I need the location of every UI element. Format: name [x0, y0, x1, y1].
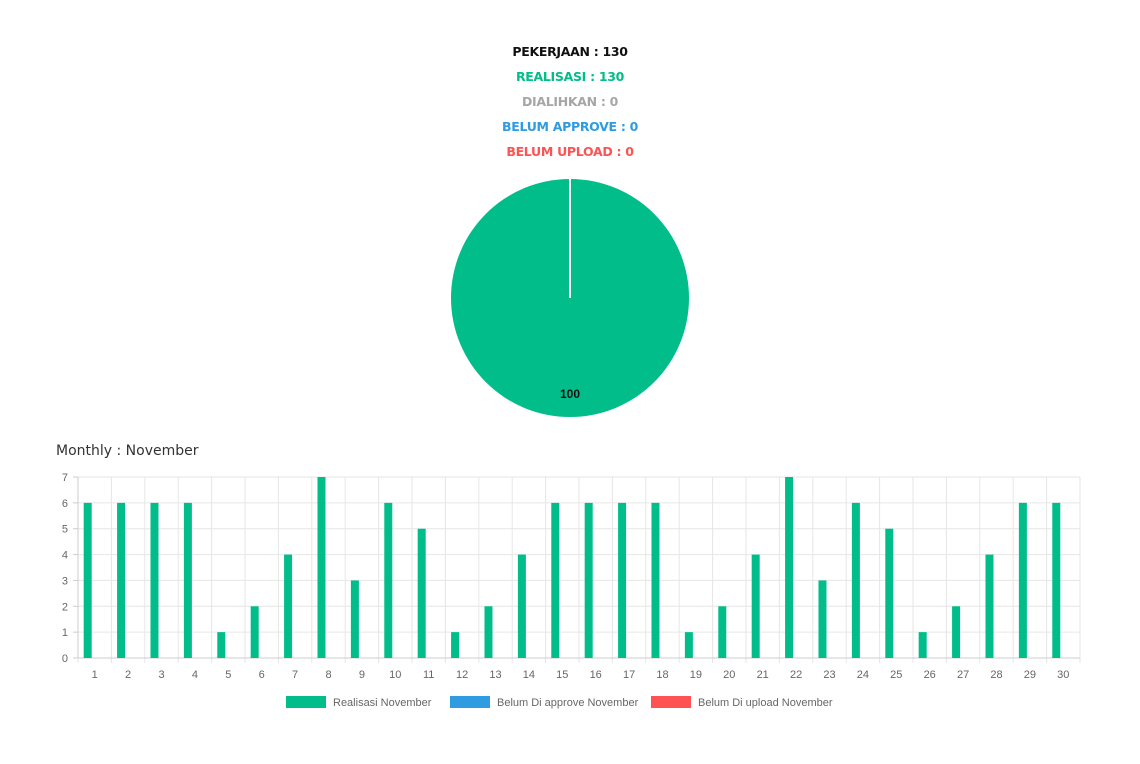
pekerjaan-stat: PEKERJAAN : 130	[512, 44, 628, 59]
bar-realisasi[interactable]	[384, 502, 393, 658]
y-tick-label: 3	[62, 575, 68, 587]
x-tick-label: 23	[823, 669, 835, 681]
x-tick-label: 4	[192, 669, 198, 681]
bar-realisasi[interactable]	[117, 502, 126, 658]
x-tick-label: 25	[890, 669, 902, 681]
x-tick-label: 29	[1024, 669, 1036, 681]
bar-realisasi[interactable]	[150, 502, 159, 658]
x-tick-label: 13	[489, 669, 501, 681]
bar-realisasi[interactable]	[885, 528, 894, 658]
x-tick-label: 16	[590, 669, 602, 681]
legend-label: Realisasi November	[333, 697, 432, 709]
monthly-title: Monthly : November	[56, 443, 199, 459]
x-tick-label: 3	[158, 669, 164, 681]
x-tick-label: 12	[456, 669, 468, 681]
bar-realisasi[interactable]	[551, 502, 560, 658]
x-tick-label: 21	[757, 669, 769, 681]
x-tick-label: 27	[957, 669, 969, 681]
legend-label: Belum Di upload November	[698, 697, 833, 709]
y-tick-label: 7	[62, 472, 68, 484]
x-tick-label: 5	[225, 669, 231, 681]
pie-data-label: 100	[560, 387, 580, 401]
monthly-bar-chart: 0 1 2 3 4 5 6 7 1 2 3 4 5 6 7 8 9 10 11 12 13 14 15 16 17 18 19 20 2…	[40, 466, 1100, 716]
x-tick-label: 10	[389, 669, 401, 681]
y-tick-label: 4	[62, 550, 68, 562]
y-tick-label: 5	[62, 524, 68, 536]
y-tick-label: 1	[62, 627, 68, 639]
legend-item[interactable]: Belum Di approve November	[450, 696, 639, 709]
x-tick-label: 20	[723, 669, 735, 681]
bar-realisasi[interactable]	[250, 606, 259, 658]
bar-realisasi[interactable]	[451, 632, 460, 658]
bar-realisasi[interactable]	[317, 477, 326, 658]
x-tick-label: 17	[623, 669, 635, 681]
x-tick-label: 24	[857, 669, 869, 681]
pie-chart-svg: 100	[451, 179, 689, 417]
bar-realisasi[interactable]	[517, 554, 526, 658]
bar-realisasi[interactable]	[785, 477, 794, 658]
legend-item[interactable]: Realisasi November	[286, 696, 432, 709]
x-tick-label: 7	[292, 669, 298, 681]
bar-realisasi[interactable]	[417, 528, 426, 658]
bar-realisasi[interactable]	[584, 502, 593, 658]
bar-realisasi[interactable]	[183, 502, 192, 658]
x-tick-label: 28	[990, 669, 1002, 681]
bar-realisasi[interactable]	[284, 554, 293, 658]
pie-chart: 100	[440, 168, 700, 428]
x-tick-label: 1	[92, 669, 98, 681]
dialihkan-stat: DIALIHKAN : 0	[521, 94, 619, 109]
realisasi-stat: REALISASI : 130	[515, 69, 625, 84]
bar-realisasi[interactable]	[684, 632, 693, 658]
y-tick-label: 0	[62, 653, 68, 665]
x-tick-label: 2	[125, 669, 131, 681]
belum-upload-stat: BELUM UPLOAD : 0	[506, 144, 634, 159]
x-tick-label: 15	[556, 669, 568, 681]
bar-realisasi[interactable]	[751, 554, 760, 658]
belum-approve-stat: BELUM APPROVE : 0	[502, 119, 638, 134]
x-tick-label: 9	[359, 669, 365, 681]
bar-realisasi[interactable]	[1018, 502, 1027, 658]
x-tick-label: 26	[924, 669, 936, 681]
y-tick-label: 6	[62, 498, 68, 510]
bar-realisasi[interactable]	[618, 502, 627, 658]
bar-realisasi[interactable]	[350, 580, 359, 658]
bar-realisasi[interactable]	[851, 502, 860, 658]
x-tick-label: 19	[690, 669, 702, 681]
x-tick-label: 6	[259, 669, 265, 681]
bar-realisasi[interactable]	[952, 606, 961, 658]
legend-item[interactable]: Belum Di upload November	[651, 696, 833, 709]
x-tick-label: 8	[325, 669, 331, 681]
legend-swatch	[450, 696, 490, 708]
bar-realisasi[interactable]	[918, 632, 927, 658]
x-tick-label: 18	[656, 669, 668, 681]
x-tick-label: 30	[1057, 669, 1069, 681]
y-tick-label: 2	[62, 601, 68, 613]
bar-realisasi[interactable]	[83, 502, 92, 658]
bar-realisasi[interactable]	[718, 606, 727, 658]
x-tick-label: 22	[790, 669, 802, 681]
legend-label: Belum Di approve November	[497, 697, 639, 709]
bar-realisasi[interactable]	[651, 502, 660, 658]
legend-swatch	[651, 696, 691, 708]
legend-swatch	[286, 696, 326, 708]
bar-realisasi[interactable]	[217, 632, 226, 658]
bar-realisasi[interactable]	[1052, 502, 1061, 658]
bar-realisasi[interactable]	[818, 580, 827, 658]
bar-realisasi[interactable]	[985, 554, 994, 658]
bar-realisasi[interactable]	[484, 606, 493, 658]
x-tick-label: 11	[423, 669, 434, 681]
x-tick-label: 14	[523, 669, 535, 681]
